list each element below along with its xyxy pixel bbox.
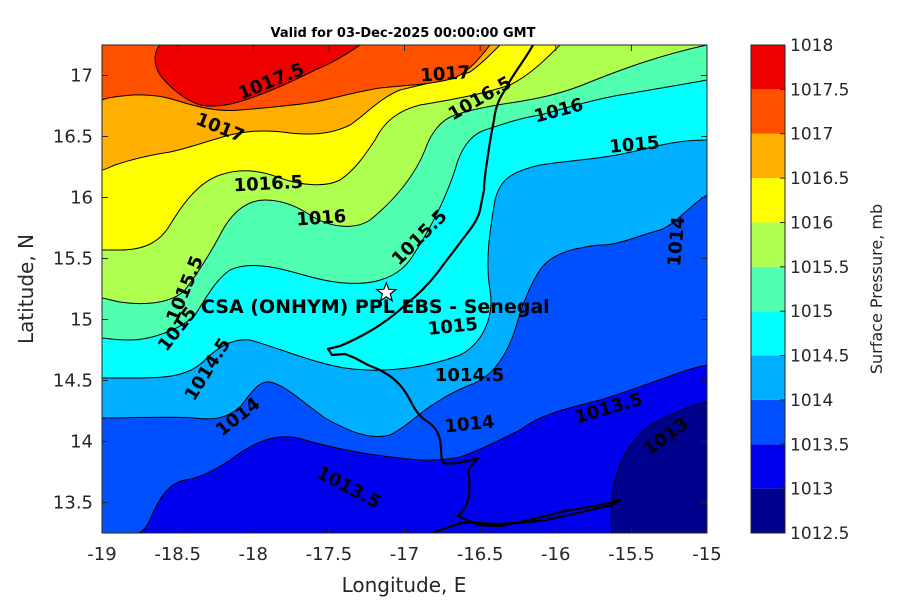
x-tick-label: -17.5 <box>306 544 353 565</box>
y-tick-label: 16 <box>70 188 93 209</box>
colorbar-tick-label: 1014 <box>790 391 833 411</box>
colorbar-swatch <box>751 89 785 134</box>
colorbar-tick-label: 1015.5 <box>790 258 849 278</box>
contour-label: 1015 <box>427 314 479 340</box>
colorbar: 1012.5 1013 1013.5 1014 1014.5 1015 1015.5 1016… <box>750 36 849 544</box>
chart-title: Valid for 03-Dec-2025 00:00:00 GMT <box>271 26 536 41</box>
x-tick-label: -16.5 <box>457 544 504 565</box>
x-tick-label: -16 <box>541 544 570 565</box>
colorbar-tick-label: 1015 <box>790 302 833 322</box>
colorbar-tick-label: 1013.5 <box>790 435 849 455</box>
site-star-icon <box>375 280 398 303</box>
contour-label: 1016 <box>296 206 347 230</box>
colorbar-frame <box>750 44 786 534</box>
contour-label: 1014 <box>444 411 496 437</box>
colorbar-label: Surface Pressure, mb <box>867 204 886 374</box>
colorbar-swatch <box>751 488 785 533</box>
y-tick-label: 15.5 <box>53 249 93 270</box>
y-tick-label: 14 <box>70 432 93 453</box>
colorbar-tick-label: 1016.5 <box>790 169 849 189</box>
x-ticks: -19 -18.5 -18 -17.5 -17 -16.5 -16 -15.5 -15 <box>87 45 722 565</box>
colorbar-swatch <box>751 355 785 400</box>
contour-label: 1015 <box>609 132 661 157</box>
colorbar-swatch <box>751 178 785 223</box>
site-marker <box>375 280 398 303</box>
y-ticks: 13.5 14 14.5 15 15.5 16 16.5 17 <box>53 66 707 514</box>
colorbar-tick-label: 1016 <box>790 213 833 233</box>
colorbar-swatch <box>751 311 785 356</box>
colorbar-swatch <box>751 45 785 90</box>
x-tick-label: -19 <box>87 544 116 565</box>
plot-area <box>102 45 707 533</box>
colorbar-tick-label: 1017.5 <box>790 80 849 100</box>
contour-label: 1016.5 <box>233 172 303 197</box>
colorbar-swatch <box>751 222 785 267</box>
y-tick-label: 15 <box>70 310 93 331</box>
colorbar-tick-label: 1017 <box>790 125 833 145</box>
contour-label: 1017 <box>420 62 471 86</box>
x-tick-label: -15 <box>692 544 721 565</box>
x-tick-label: -15.5 <box>608 544 655 565</box>
x-tick-label: -18 <box>239 544 268 565</box>
y-axis-label: Latitude, N <box>14 234 38 344</box>
colorbar-tick-label: 1014.5 <box>790 347 849 367</box>
band-1017p5 <box>154 45 361 107</box>
coastline <box>326 45 622 533</box>
colorbar-tick-label: 1012.5 <box>790 524 849 544</box>
colorbar-swatch <box>751 444 785 489</box>
x-tick-label: -17 <box>390 544 419 565</box>
colorbar-swatch <box>751 133 785 179</box>
contour-label: 1014 <box>664 216 689 268</box>
x-tick-label: -18.5 <box>154 544 201 565</box>
contour-label: 1014.5 <box>435 365 504 386</box>
site-annotation: CSA (ONHYM) PPL EBS - Senegal <box>201 296 550 318</box>
colorbar-swatch <box>751 399 785 445</box>
colorbar-tick-label: 1018 <box>790 36 833 56</box>
x-axis-label: Longitude, E <box>342 573 467 597</box>
colorbar-swatch <box>751 266 785 312</box>
y-tick-label: 17 <box>70 66 93 87</box>
y-tick-label: 16.5 <box>53 127 93 148</box>
y-tick-label: 13.5 <box>53 493 93 514</box>
y-tick-label: 14.5 <box>53 371 93 392</box>
colorbar-tick-label: 1013 <box>790 480 833 500</box>
